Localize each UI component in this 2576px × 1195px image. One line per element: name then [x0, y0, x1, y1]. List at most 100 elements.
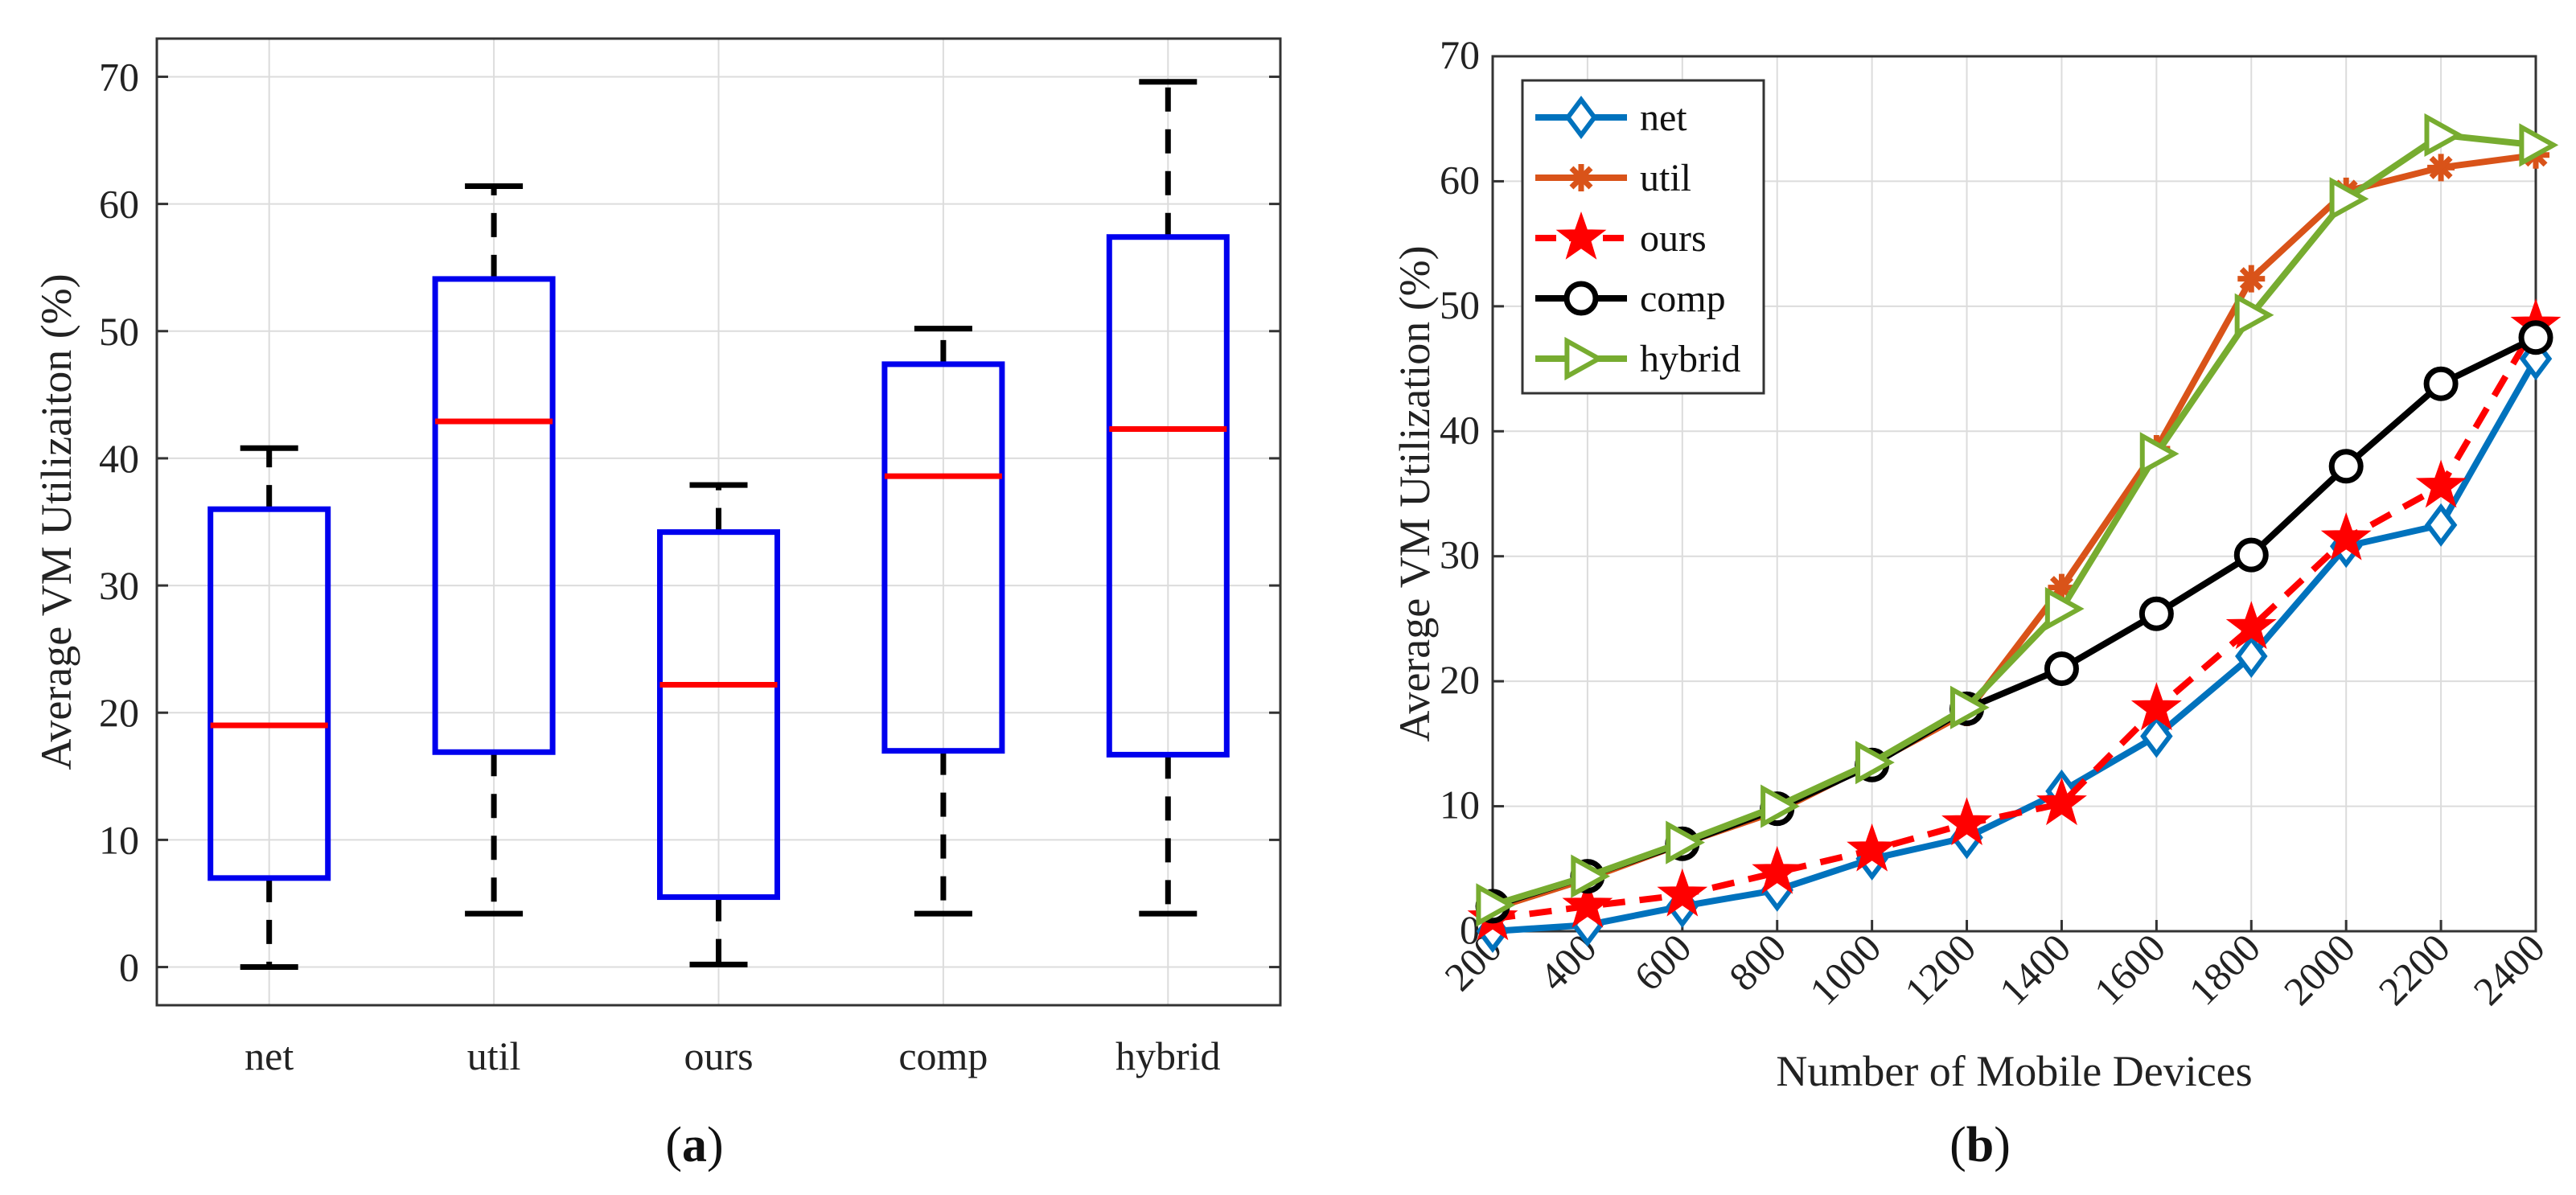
y-tick-label: 10 [99, 817, 139, 862]
x-axis-title: Number of Mobile Devices [1776, 1047, 2252, 1095]
legend-item-util: util [1535, 157, 1691, 199]
x-tick-label: 800 [1720, 925, 1795, 1000]
x-tick-label: 1800 [2180, 925, 2269, 1013]
x-tick-label: net [244, 1033, 294, 1078]
y-tick-label: 30 [99, 563, 139, 608]
iqr-box [207, 506, 331, 881]
x-tick-label: 2200 [2370, 925, 2459, 1013]
y-tick-label: 60 [1440, 157, 1480, 202]
y-tick-label: 30 [1440, 532, 1480, 577]
data-point [2139, 432, 2180, 476]
asterisk-stroke [1569, 166, 1593, 190]
data-point [2424, 113, 2464, 158]
data-point [1949, 685, 1990, 729]
y-tick-label: 10 [1440, 782, 1480, 827]
data-point [1847, 823, 1898, 872]
data-point [1752, 845, 1803, 894]
data-point [2138, 596, 2174, 631]
data-point [2140, 714, 2173, 758]
box-util [432, 183, 556, 917]
data-point [2415, 459, 2467, 508]
data-point [2427, 154, 2455, 182]
data-point [2423, 366, 2459, 401]
series-ours [1467, 298, 2562, 941]
iqr-box [1106, 234, 1230, 758]
y-tick-label: 70 [99, 54, 139, 99]
asterisk-stroke [2429, 155, 2453, 179]
series-hybrid [1476, 113, 2559, 927]
data-point [1567, 164, 1595, 191]
legend-label: hybrid [1640, 338, 1740, 380]
legend-item-hybrid: hybrid [1535, 336, 1740, 381]
box-comp [881, 326, 1005, 917]
data-point [1564, 336, 1604, 381]
series-comp [1475, 320, 2553, 924]
x-tick-label: 600 [1625, 925, 1700, 1000]
data-point [2130, 682, 2182, 731]
data-point [2424, 503, 2458, 547]
series-line [1491, 335, 2537, 910]
x-tick-label: 2400 [2464, 925, 2553, 1013]
legend-label: comp [1640, 277, 1726, 320]
y-tick-label: 50 [99, 309, 139, 354]
legend-box [1521, 79, 1765, 395]
data-point [1666, 820, 1705, 864]
x-tick-label: hybrid [1115, 1033, 1221, 1078]
y-tick-label: 0 [119, 945, 139, 990]
data-point [2036, 777, 2087, 826]
data-point [1657, 868, 1708, 917]
data-point [2320, 511, 2372, 561]
y-tick-label: 70 [1440, 32, 1480, 77]
data-point [1563, 281, 1599, 316]
legend-label: net [1640, 97, 1687, 139]
legend-label: util [1640, 157, 1691, 199]
data-point [1562, 879, 1613, 928]
legend: net util ours comp hybrid [1521, 79, 1765, 395]
box-ours [657, 482, 780, 967]
y-tick-label: 20 [1440, 657, 1480, 702]
x-tick-label: util [467, 1033, 521, 1078]
series-line [1492, 323, 2539, 922]
data-point [1571, 854, 1611, 898]
y-axis-title: Average VM Utilization (%) [1391, 245, 1439, 741]
legend-item-net: net [1535, 96, 1687, 139]
data-point [2044, 586, 2085, 631]
x-tick-label: ours [684, 1033, 753, 1078]
data-point [2225, 601, 2277, 650]
x-tick-label: 1400 [1991, 925, 2079, 1013]
iqr-box [881, 361, 1005, 754]
legend-item-ours: ours [1535, 211, 1707, 260]
data-point [1564, 96, 1598, 139]
data-point [2233, 537, 2269, 573]
data-point [2235, 634, 2268, 679]
data-point [1555, 211, 1607, 260]
x-tick-label: 1600 [2085, 925, 2174, 1013]
box-hybrid [1106, 79, 1230, 917]
data-point [2237, 265, 2266, 293]
data-point [1855, 741, 1895, 785]
legend-label: ours [1640, 217, 1707, 260]
axes-frame [1491, 55, 2537, 933]
panel-label-b: (b) [1949, 1118, 2011, 1172]
data-point [2044, 651, 2079, 687]
data-point [2518, 320, 2553, 355]
x-tick-label: 1000 [1801, 925, 1889, 1013]
data-point [1941, 797, 1992, 846]
x-tick-label: 2000 [2275, 925, 2364, 1013]
y-axis-title: Average VM Utilizaiton (%) [32, 273, 80, 770]
data-point [1760, 784, 1800, 828]
x-tick-label: comp [898, 1033, 988, 1078]
panel-label-a: (a) [665, 1118, 723, 1172]
panel-a-box-plot: 0 10 20 30 40 50 60 70 net util ours comp hybrid Aver… [32, 37, 1282, 1172]
axes-frame [155, 37, 1282, 1007]
box-net [207, 445, 331, 971]
y-tick-label: 50 [1440, 282, 1480, 327]
data-point [2519, 123, 2559, 167]
asterisk-stroke [2239, 267, 2263, 291]
y-tick-label: 40 [99, 436, 139, 481]
y-tick-label: 60 [99, 182, 139, 227]
iqr-box [432, 276, 556, 755]
data-point [2328, 449, 2364, 484]
legend-item-comp: comp [1535, 277, 1726, 320]
